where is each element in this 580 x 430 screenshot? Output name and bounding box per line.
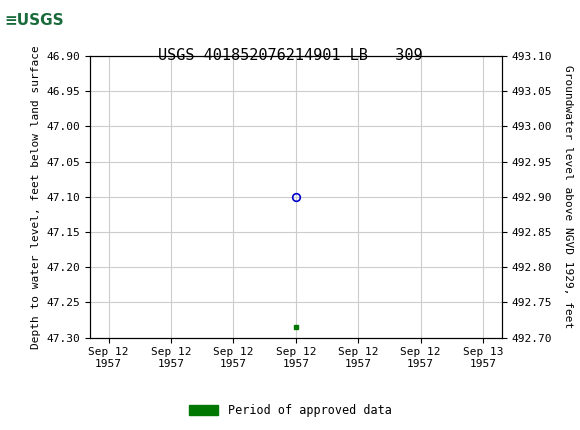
Text: USGS 401852076214901 LB   309: USGS 401852076214901 LB 309: [158, 48, 422, 63]
Y-axis label: Groundwater level above NGVD 1929, feet: Groundwater level above NGVD 1929, feet: [563, 65, 573, 329]
Text: ≡USGS: ≡USGS: [5, 13, 64, 28]
Y-axis label: Depth to water level, feet below land surface: Depth to water level, feet below land su…: [31, 45, 41, 349]
Legend: Period of approved data: Period of approved data: [184, 399, 396, 422]
Bar: [3, 3, 67, 37]
